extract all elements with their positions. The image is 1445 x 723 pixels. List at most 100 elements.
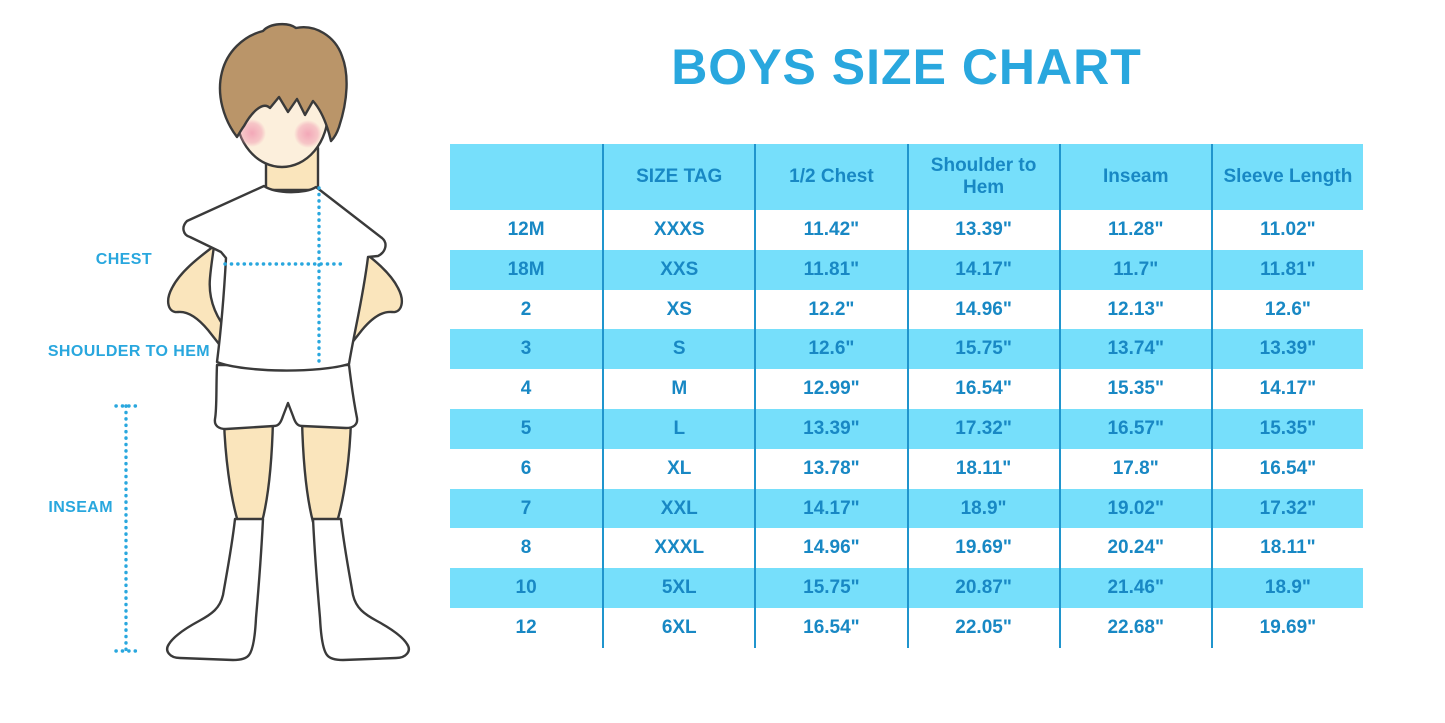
table-cell: 5XL xyxy=(602,568,754,608)
table-cell: 18.11" xyxy=(1210,528,1363,569)
table-cell: XL xyxy=(602,448,754,489)
right-sock xyxy=(311,517,410,662)
table-cell: 11.81" xyxy=(754,249,906,290)
right-cheek-icon xyxy=(294,120,322,148)
right-leg xyxy=(300,418,353,524)
measurement-lines xyxy=(114,186,346,653)
table-row: 6 XL 13.78" 18.11" 17.8" 16.54" xyxy=(450,448,1363,489)
table-header-cell: Shoulder to Hem xyxy=(906,144,1059,210)
table-cell: 17.8" xyxy=(1058,448,1211,489)
table-cell: 15.75" xyxy=(754,568,906,608)
table-cell: 11.42" xyxy=(754,210,906,250)
table-cell: 13.39" xyxy=(754,408,906,449)
left-leg xyxy=(222,418,275,524)
table-cell: 14.17" xyxy=(1210,369,1363,409)
table-header-cell: SIZE TAG xyxy=(602,144,754,210)
table-cell: 17.32" xyxy=(906,408,1059,449)
table-row: 3 S 12.6" 15.75" 13.74" 13.39" xyxy=(450,329,1363,370)
chest-label: CHEST xyxy=(95,251,152,268)
table-cell: 20.24" xyxy=(1058,528,1211,569)
table-cell: 17.32" xyxy=(1210,488,1363,529)
table-header-cell: Sleeve Length xyxy=(1210,144,1363,210)
table-header-cell xyxy=(450,144,602,210)
size-table: SIZE TAG 1/2 Chest Shoulder to Hem Inseam Sl… xyxy=(450,144,1363,648)
table-cell: 13.39" xyxy=(906,210,1059,250)
hair xyxy=(218,23,348,143)
table-cell: 6 xyxy=(520,457,532,479)
table-cell: 5 xyxy=(520,417,532,439)
table-cell: 8 xyxy=(520,537,532,559)
boy-illustration: CHEST SHOULDER TO HEM INSEAM xyxy=(0,0,450,723)
table-cell: 21.46" xyxy=(1058,568,1211,608)
inseam-label: INSEAM xyxy=(48,499,113,516)
table-header-cell: 1/2 Chest xyxy=(754,144,906,210)
table-cell: 22.68" xyxy=(1058,607,1211,648)
table-cell: XS xyxy=(602,289,754,330)
table-cell: 12 xyxy=(515,616,537,638)
table-row: 18M XXS 11.81" 14.17" 11.7" 11.81" xyxy=(450,249,1363,290)
table-cell: 14.17" xyxy=(754,488,906,529)
table-cell: 12M xyxy=(507,218,545,240)
table-cell: 13.39" xyxy=(1210,329,1363,370)
table-cell: 12.13" xyxy=(1058,289,1211,330)
tshirt xyxy=(182,184,387,372)
table-cell: 13.74" xyxy=(1058,329,1211,370)
table-cell: 12.6" xyxy=(754,329,906,370)
table-cell: 2 xyxy=(520,298,532,320)
table-cell: 11.28" xyxy=(1058,210,1211,250)
shoulder-to-hem-label: SHOULDER TO HEM xyxy=(47,343,210,360)
table-cell: S xyxy=(602,329,754,370)
table-row: 7 XXL 14.17" 18.9" 19.02" 17.32" xyxy=(450,488,1363,529)
table-row: 8 XXXL 14.96" 19.69" 20.24" 18.11" xyxy=(450,528,1363,569)
table-row: 4 M 12.99" 16.54" 15.35" 14.17" xyxy=(450,369,1363,409)
table-row: 10 5XL 15.75" 20.87" 21.46" 18.9" xyxy=(450,568,1363,608)
table-row: 2 XS 12.2" 14.96" 12.13" 12.6" xyxy=(450,289,1363,330)
table-cell: 12.99" xyxy=(754,369,906,409)
table-header-cell: Inseam xyxy=(1058,144,1211,210)
table-cell: 6XL xyxy=(602,607,754,648)
table-cell: 16.54" xyxy=(906,369,1059,409)
table-cell: 15.35" xyxy=(1210,408,1363,449)
table-cell: 13.78" xyxy=(754,448,906,489)
shorts xyxy=(213,363,359,431)
table-cell: 22.05" xyxy=(906,607,1059,648)
table-cell: 14.96" xyxy=(906,289,1059,330)
table-cell: 14.17" xyxy=(906,249,1059,290)
table-cell: 11.7" xyxy=(1058,249,1211,290)
table-cell: 12.6" xyxy=(1210,289,1363,330)
table-header-row: SIZE TAG 1/2 Chest Shoulder to Hem Inseam Sl… xyxy=(450,144,1363,210)
table-cell: 19.02" xyxy=(1058,488,1211,529)
table-cell: 15.35" xyxy=(1058,369,1211,409)
table-cell: 4 xyxy=(520,378,532,400)
boy-figure xyxy=(166,23,410,662)
table-cell: 12.2" xyxy=(754,289,906,330)
table-cell: 11.81" xyxy=(1210,249,1363,290)
table-cell: 16.57" xyxy=(1058,408,1211,449)
table-cell: 18.9" xyxy=(1210,568,1363,608)
table-row: 12M XXXS 11.42" 13.39" 11.28" 11.02" xyxy=(450,210,1363,250)
left-arm xyxy=(166,244,232,346)
left-sock xyxy=(166,517,265,662)
table-cell: 20.87" xyxy=(906,568,1059,608)
table-cell: 18.9" xyxy=(906,488,1059,529)
boy-figure-svg xyxy=(114,23,410,662)
table-cell: 19.69" xyxy=(1210,607,1363,648)
table-row: 12 6XL 16.54" 22.05" 22.68" 19.69" xyxy=(450,607,1363,648)
table-cell: 16.54" xyxy=(1210,448,1363,489)
table-cell: XXXS xyxy=(602,210,754,250)
table-cell: 15.75" xyxy=(906,329,1059,370)
table-cell: XXXL xyxy=(602,528,754,569)
table-cell: 3 xyxy=(520,338,532,360)
table-cell: XXS xyxy=(602,249,754,290)
table-cell: 18M xyxy=(507,258,545,280)
table-cell: 14.96" xyxy=(754,528,906,569)
table-cell: L xyxy=(602,408,754,449)
page-title: BOYS SIZE CHART xyxy=(671,39,1142,95)
table-cell: 10 xyxy=(515,577,537,599)
table-row: 5 L 13.39" 17.32" 16.57" 15.35" xyxy=(450,408,1363,449)
table-cell: 18.11" xyxy=(906,448,1059,489)
table-cell: 7 xyxy=(520,497,532,519)
table-cell: XXL xyxy=(602,488,754,529)
table-cell: 11.02" xyxy=(1210,210,1363,250)
